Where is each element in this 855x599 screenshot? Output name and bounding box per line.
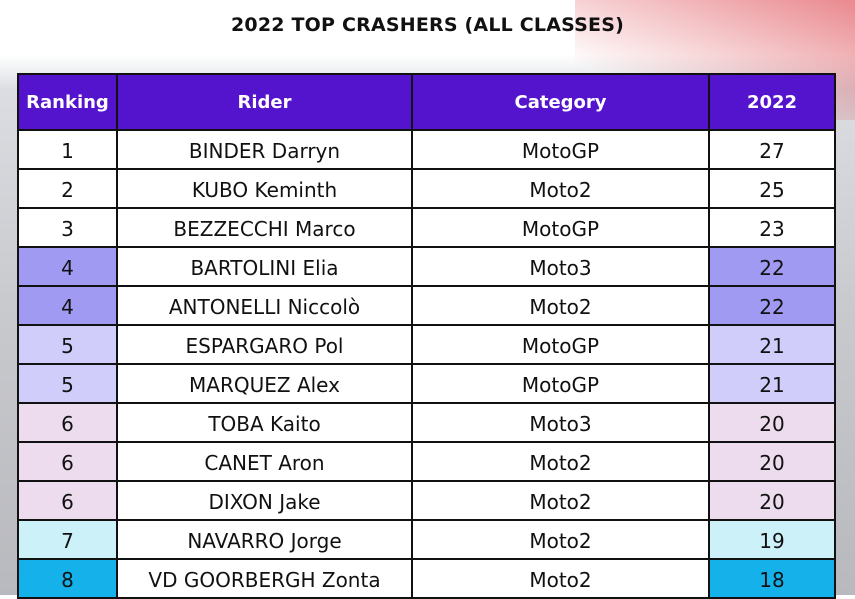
page-title: 2022 TOP CRASHERS (ALL CLASSES) [231, 14, 624, 36]
crash-count-cell: 18 [708, 558, 836, 599]
rider-cell: TOBA Kaito [116, 402, 413, 443]
crash-count-cell: 25 [708, 168, 836, 209]
header-2022: 2022 [708, 73, 836, 131]
rider-cell: KUBO Keminth [116, 168, 413, 209]
table-row: 6 TOBA Kaito Moto3 20 [17, 402, 836, 443]
category-cell: MotoGP [411, 363, 710, 404]
category-cell: MotoGP [411, 207, 710, 248]
category-cell: MotoGP [411, 324, 710, 365]
rider-cell: MARQUEZ Alex [116, 363, 413, 404]
table-row: 4 BARTOLINI Elia Moto3 22 [17, 246, 836, 287]
header-category: Category [411, 73, 710, 131]
table-row: 6 CANET Aron Moto2 20 [17, 441, 836, 482]
ranking-cell: 4 [17, 246, 118, 287]
rider-cell: ANTONELLI Niccolò [116, 285, 413, 326]
header-rider: Rider [116, 73, 413, 131]
crash-count-cell: 21 [708, 324, 836, 365]
rider-cell: VD GOORBERGH Zonta [116, 558, 413, 599]
table-row: 5 MARQUEZ Alex MotoGP 21 [17, 363, 836, 404]
ranking-cell: 7 [17, 519, 118, 560]
table-row: 7 NAVARRO Jorge Moto2 19 [17, 519, 836, 560]
ranking-cell: 3 [17, 207, 118, 248]
category-cell: Moto2 [411, 558, 710, 599]
table-row: 8 VD GOORBERGH Zonta Moto2 18 [17, 558, 836, 599]
ranking-cell: 8 [17, 558, 118, 599]
category-cell: Moto3 [411, 246, 710, 287]
category-cell: Moto2 [411, 168, 710, 209]
ranking-cell: 5 [17, 324, 118, 365]
table-row: 1 BINDER Darryn MotoGP 27 [17, 129, 836, 170]
ranking-cell: 5 [17, 363, 118, 404]
crash-count-cell: 22 [708, 246, 836, 287]
category-cell: Moto2 [411, 519, 710, 560]
ranking-cell: 6 [17, 402, 118, 443]
table-header-row: Ranking Rider Category 2022 [17, 73, 836, 131]
crashers-table: Ranking Rider Category 2022 1 BINDER Darr… [17, 73, 836, 599]
table-row: 4 ANTONELLI Niccolò Moto2 22 [17, 285, 836, 326]
table-body: 1 BINDER Darryn MotoGP 27 2 KUBO Keminth Moto2… [17, 129, 836, 599]
crash-count-cell: 20 [708, 480, 836, 521]
rider-cell: ESPARGARO Pol [116, 324, 413, 365]
table-row: 6 DIXON Jake Moto2 20 [17, 480, 836, 521]
crash-count-cell: 23 [708, 207, 836, 248]
rider-cell: CANET Aron [116, 441, 413, 482]
crash-count-cell: 20 [708, 402, 836, 443]
category-cell: Moto2 [411, 480, 710, 521]
category-cell: MotoGP [411, 129, 710, 170]
ranking-cell: 6 [17, 480, 118, 521]
rider-cell: BARTOLINI Elia [116, 246, 413, 287]
category-cell: Moto2 [411, 441, 710, 482]
crash-count-cell: 22 [708, 285, 836, 326]
header-ranking: Ranking [17, 73, 118, 131]
rider-cell: NAVARRO Jorge [116, 519, 413, 560]
crash-count-cell: 21 [708, 363, 836, 404]
crash-count-cell: 27 [708, 129, 836, 170]
ranking-cell: 2 [17, 168, 118, 209]
rider-cell: DIXON Jake [116, 480, 413, 521]
category-cell: Moto3 [411, 402, 710, 443]
category-cell: Moto2 [411, 285, 710, 326]
ranking-cell: 4 [17, 285, 118, 326]
ranking-cell: 6 [17, 441, 118, 482]
table-row: 2 KUBO Keminth Moto2 25 [17, 168, 836, 209]
crash-count-cell: 19 [708, 519, 836, 560]
table-row: 5 ESPARGARO Pol MotoGP 21 [17, 324, 836, 365]
ranking-cell: 1 [17, 129, 118, 170]
rider-cell: BINDER Darryn [116, 129, 413, 170]
crash-count-cell: 20 [708, 441, 836, 482]
table-row: 3 BEZZECCHI Marco MotoGP 23 [17, 207, 836, 248]
rider-cell: BEZZECCHI Marco [116, 207, 413, 248]
